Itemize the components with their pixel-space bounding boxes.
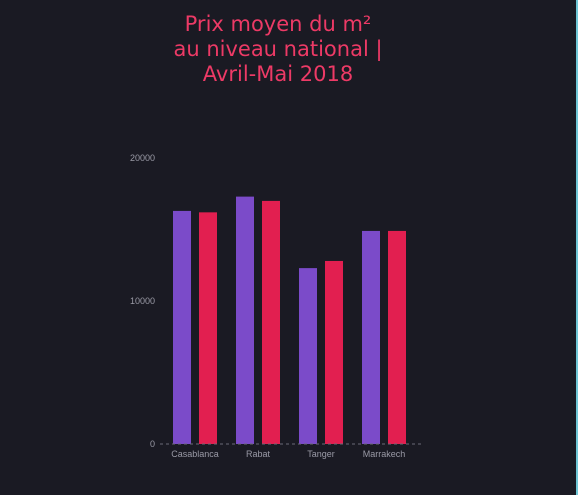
y-axis: 0 10000 20000 bbox=[130, 153, 155, 449]
chart-title-line: Prix moyen du m² bbox=[184, 12, 372, 36]
bar-casablanca-series-1 bbox=[173, 210, 191, 444]
window-edge bbox=[576, 0, 578, 495]
bar-tanger-series-1 bbox=[299, 268, 317, 444]
chart-title-line: au niveau national | bbox=[173, 37, 383, 61]
y-tick-label: 10000 bbox=[130, 296, 155, 306]
x-tick-label: Casablanca bbox=[171, 449, 219, 459]
bars-layer bbox=[173, 196, 406, 444]
bar-marrakech-series-2 bbox=[388, 230, 406, 444]
bar-casablanca-series-2 bbox=[199, 212, 217, 444]
y-tick-label: 20000 bbox=[130, 153, 155, 163]
chart-title: Prix moyen du m² au niveau national | Av… bbox=[0, 12, 556, 87]
bar-rabat-series-1 bbox=[236, 196, 254, 444]
x-tick-label: Marrakech bbox=[363, 449, 406, 459]
chart-title-line: Avril-Mai 2018 bbox=[202, 62, 354, 86]
bar-marrakech-series-1 bbox=[362, 230, 380, 444]
bar-rabat-series-2 bbox=[262, 200, 280, 444]
bar-tanger-series-2 bbox=[325, 260, 343, 444]
x-tick-label: Rabat bbox=[246, 449, 271, 459]
x-tick-label: Tanger bbox=[307, 449, 335, 459]
y-tick-label: 0 bbox=[150, 439, 155, 449]
x-axis: Casablanca Rabat Tanger Marrakech bbox=[171, 449, 405, 459]
